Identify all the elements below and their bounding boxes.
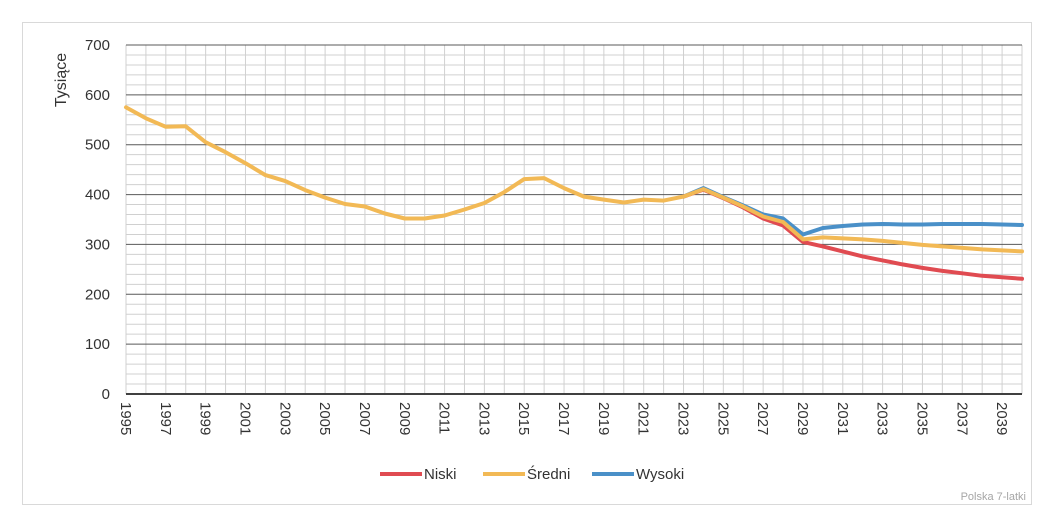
x-tick-label: 2035 (913, 402, 930, 435)
y-tick-label: 700 (85, 37, 110, 54)
x-tick-label: 2001 (236, 402, 253, 435)
x-tick-label: 2013 (475, 402, 492, 435)
x-tick-label: 2019 (595, 402, 612, 435)
legend-label-wysoki: Wysoki (636, 466, 684, 483)
x-tick-label: 2031 (834, 402, 851, 435)
y-tick-label: 300 (85, 236, 110, 253)
x-tick-label: 1997 (157, 402, 174, 435)
series-lines (124, 105, 1024, 281)
x-tick-label: 2027 (754, 402, 771, 435)
legend: Niski Średni Wysoki (380, 465, 684, 483)
x-tick-label: 2015 (515, 402, 532, 435)
x-tick-label: 1995 (117, 402, 134, 435)
y-axis-label: Tysiące (53, 53, 70, 107)
y-tick-label: 500 (85, 137, 110, 154)
x-tick-label: 2017 (555, 402, 572, 435)
series-line-średni (124, 105, 1024, 254)
x-tick-label: 2003 (276, 402, 293, 435)
major-grid (126, 44, 1022, 345)
x-tick-label: 2029 (794, 402, 811, 435)
x-tick-label: 2023 (675, 402, 692, 435)
y-tick-label: 400 (85, 187, 110, 204)
y-tick-label: 600 (85, 87, 110, 104)
y-tick-label: 200 (85, 286, 110, 303)
minor-grid (125, 45, 1023, 394)
x-tick-label: 2005 (316, 402, 333, 435)
x-tick-label: 2021 (635, 402, 652, 435)
y-tick-label: 100 (85, 336, 110, 353)
x-tick-label: 2011 (436, 402, 453, 434)
y-tick-label: 0 (102, 386, 110, 403)
x-tick-label: 2037 (953, 402, 970, 435)
x-tick-label: 2007 (356, 402, 373, 435)
x-tick-label: 2009 (396, 402, 413, 435)
legend-label-średni: Średni (527, 465, 570, 483)
chart-frame (22, 22, 1032, 505)
x-tick-label: 1999 (197, 402, 214, 435)
x-tick-label: 2025 (714, 402, 731, 435)
y-axis-ticks: 0 100 200 300 400 500 600 700 (85, 37, 110, 403)
legend-label-niski: Niski (424, 466, 457, 483)
x-axis-ticks: 1995 1997 1999 2001 2003 2005 2007 2009 2011 2013… (117, 402, 1010, 435)
footer-caption: Polska 7-latki (961, 491, 1026, 503)
x-tick-label: 2039 (993, 402, 1010, 435)
x-tick-label: 2033 (874, 402, 891, 435)
